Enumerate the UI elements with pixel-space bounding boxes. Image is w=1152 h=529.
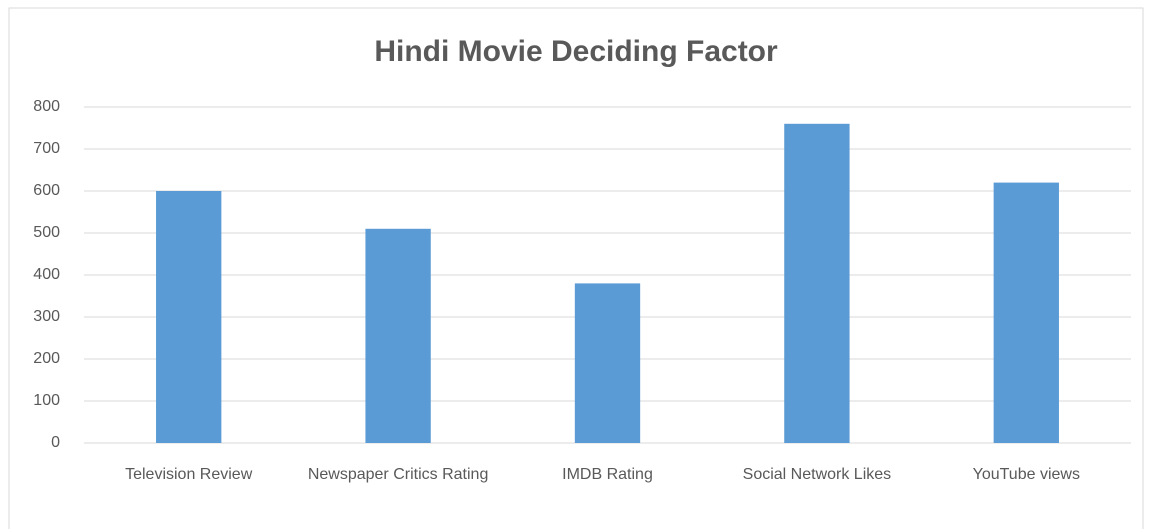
y-tick-label: 700 [33,140,60,157]
bar [365,228,431,443]
y-tick-label: 600 [33,182,60,199]
bar [784,123,850,444]
y-tick-label: 0 [51,434,60,451]
bar [156,191,222,443]
bar [574,283,641,443]
x-tick-label: Television Review [125,466,253,483]
x-tick-label: Social Network Likes [742,466,892,483]
y-tick-label: 100 [33,392,60,409]
x-tick-label: Newspaper Critics Rating [307,466,489,483]
y-tick-label: 200 [33,350,60,367]
y-tick-label: 800 [33,98,60,115]
y-tick-label: 300 [33,308,60,325]
y-tick-label: 500 [33,224,60,241]
x-tick-label: IMDB Rating [562,466,653,483]
y-tick-label: 400 [33,266,60,283]
x-tick-label: YouTube views [972,466,1080,483]
bar [993,182,1059,443]
chart-title: Hindi Movie Deciding Factor [374,35,778,68]
